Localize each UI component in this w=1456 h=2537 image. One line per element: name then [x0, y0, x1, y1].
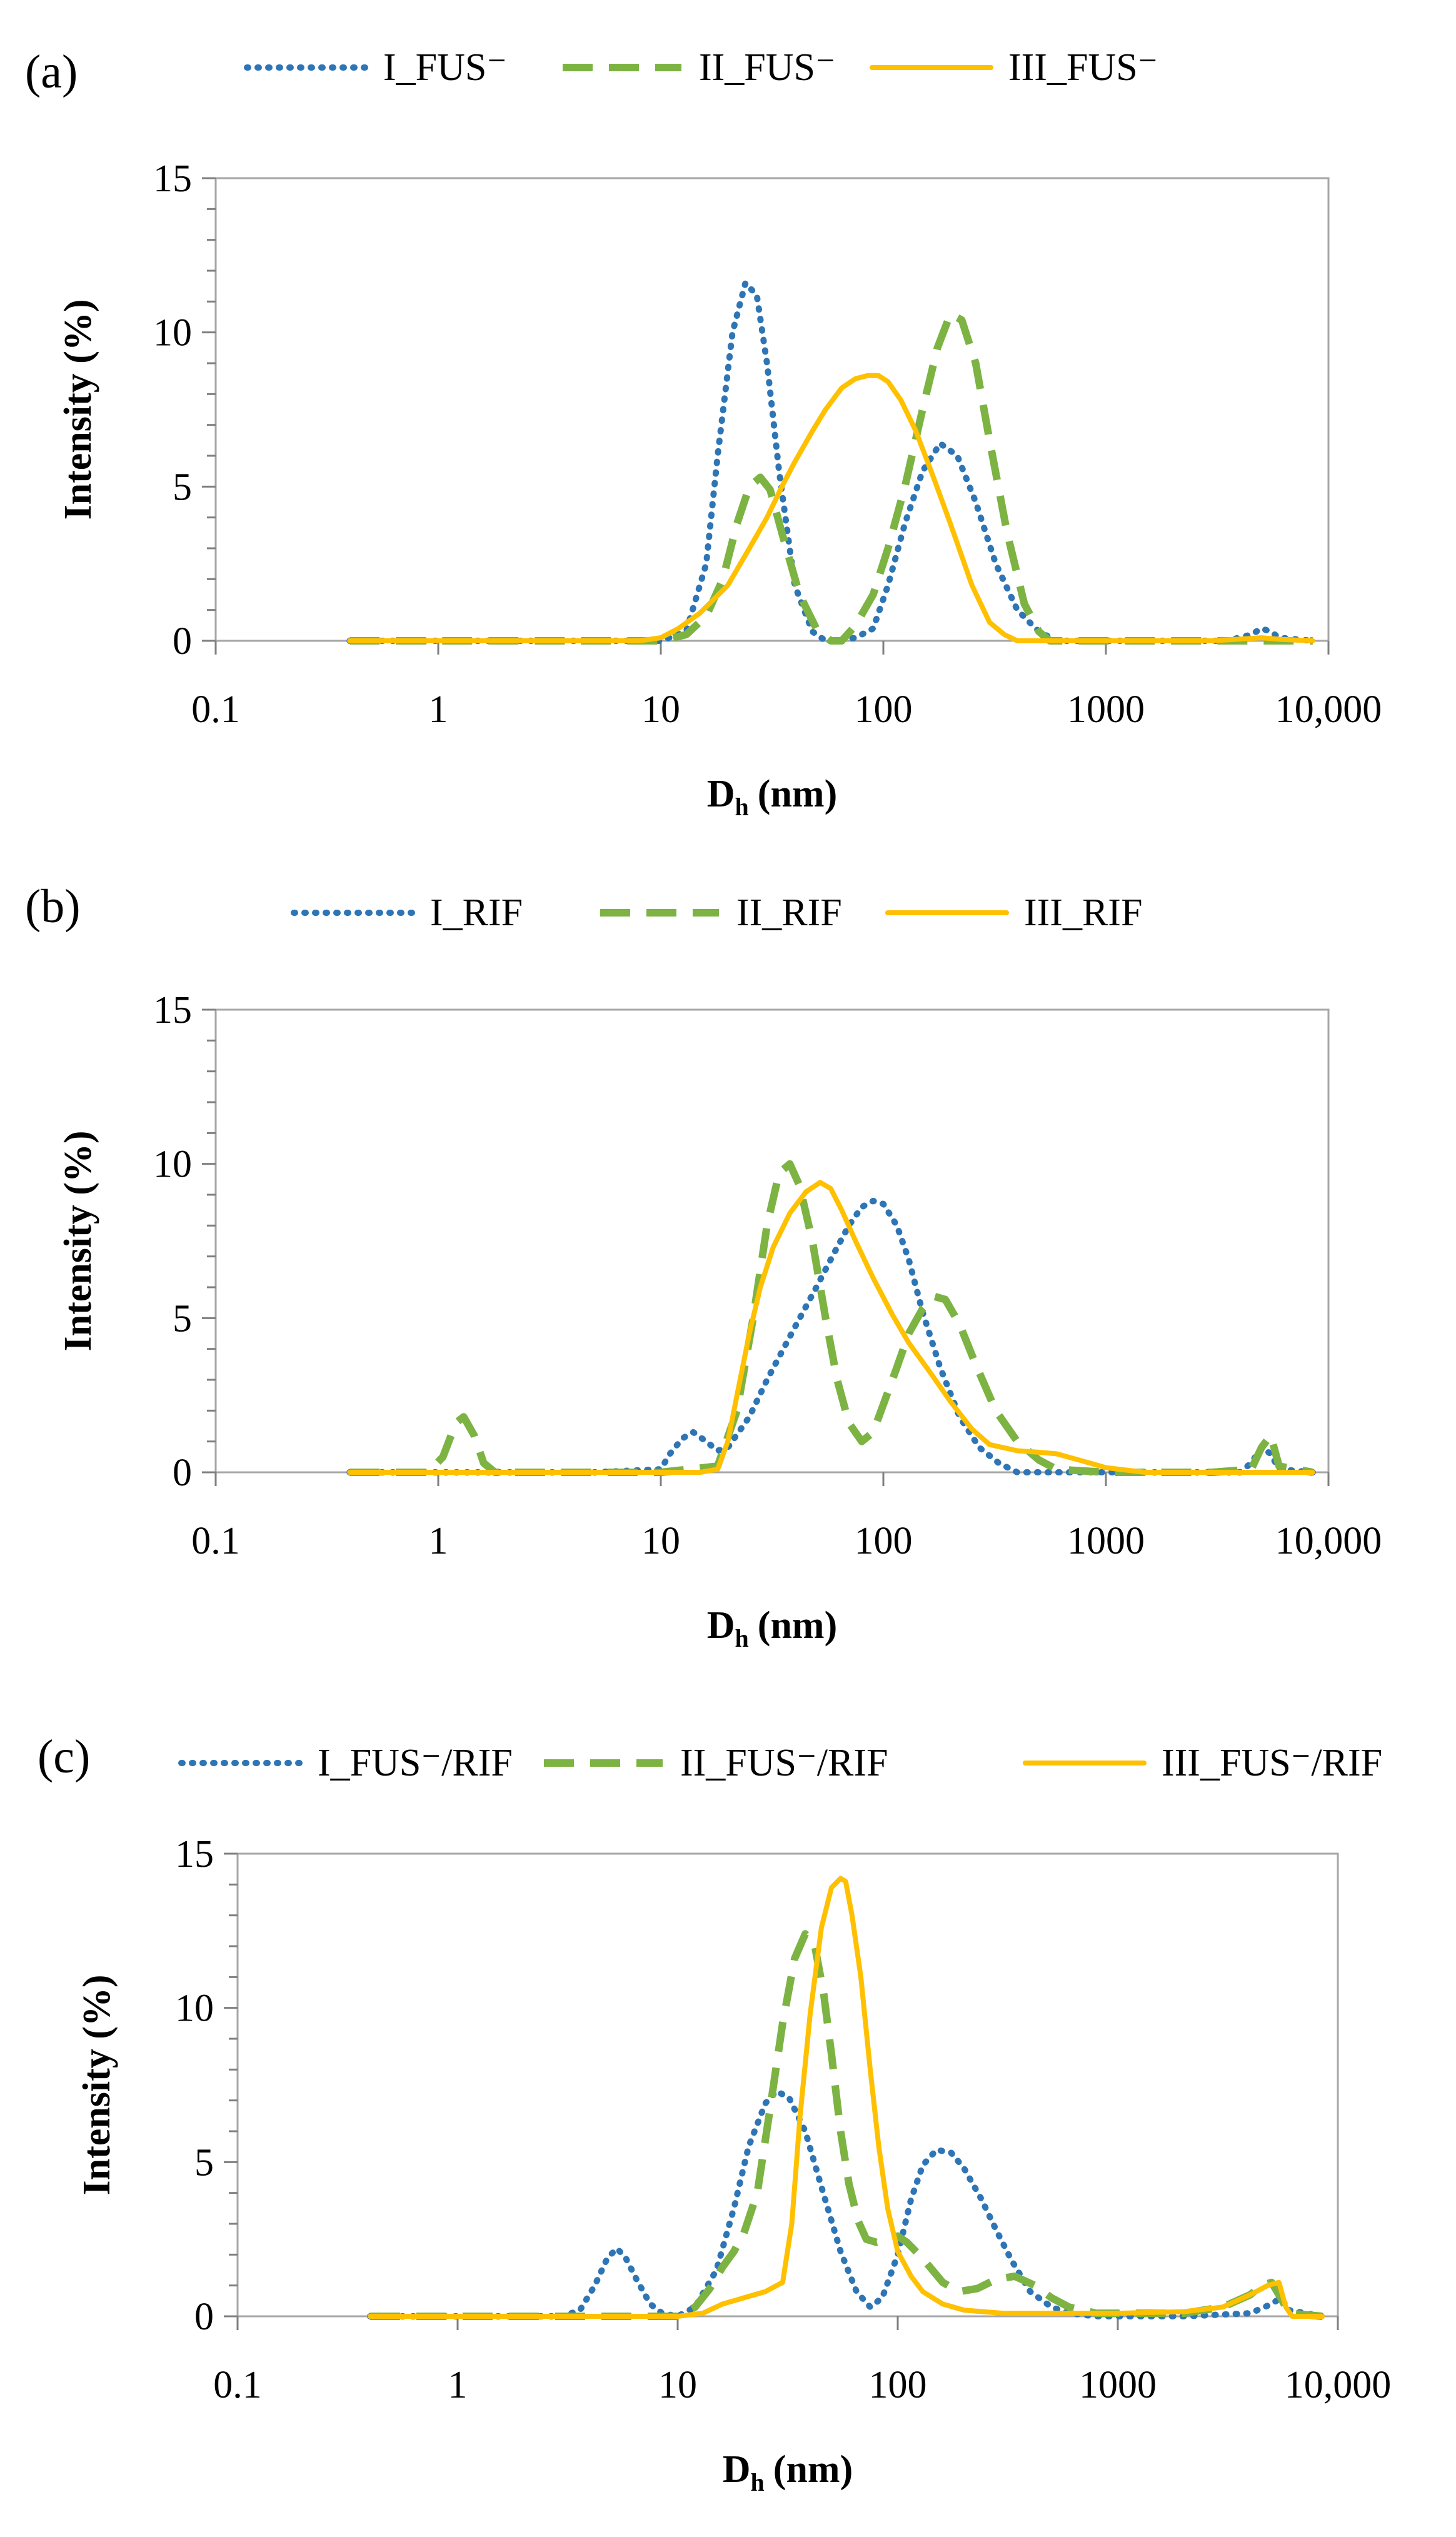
legend-label-II: II_FUS⁻/RIF: [680, 1742, 888, 1784]
plot-area-border: [236, 1852, 1339, 2318]
x-axis-title-main: D: [723, 2448, 751, 2491]
y-tick-label: 5: [194, 2141, 214, 2184]
y-tick-label: 5: [173, 466, 192, 508]
legend-label-III: III_RIF: [1024, 892, 1142, 934]
x-axis-title-main: D: [707, 773, 735, 815]
panel-label: (b): [25, 880, 81, 933]
y-tick-label: 15: [153, 989, 192, 1032]
x-tick-label: 1000: [1079, 2364, 1157, 2406]
x-axis-title-subscript: h: [735, 1624, 749, 1652]
legend-label-II: II_FUS⁻: [699, 46, 836, 89]
x-tick-label: 1000: [1067, 1520, 1145, 1562]
x-tick-label: 1: [429, 688, 448, 731]
x-axis-title-unit: (nm): [773, 2448, 853, 2491]
x-tick-label: 100: [855, 1520, 913, 1562]
x-axis-title-main: D: [707, 1604, 735, 1647]
series-line-III: [367, 1876, 1325, 2319]
y-axis-title: Intensity (%): [57, 299, 99, 520]
y-tick-label: 0: [173, 620, 192, 663]
y-tick-label: 0: [173, 1452, 192, 1494]
legend-label-I: I_FUS⁻: [383, 46, 507, 89]
series-line-III: [347, 1180, 1315, 1475]
legend-item-III: III_FUS⁻: [870, 46, 1158, 89]
x-tick-label: 10,000: [1285, 2364, 1392, 2406]
x-axis-title-unit: (nm): [758, 1604, 837, 1647]
x-tick-label: 10: [641, 688, 680, 731]
panel-label: (a): [25, 46, 78, 98]
legend-label-III: III_FUS⁻: [1008, 46, 1158, 89]
plot-area-border: [214, 177, 1330, 642]
series-line-II: [349, 1160, 1313, 1476]
x-axis-title-unit: (nm): [758, 773, 837, 815]
x-tick-label: 10,000: [1275, 1520, 1382, 1562]
legend-item-III: III_FUS⁻/RIF: [1023, 1742, 1382, 1784]
legend-item-II: II_FUS⁻: [563, 46, 836, 89]
x-tick-label: 1: [448, 2364, 468, 2406]
y-axis-title: Intensity (%): [57, 1130, 99, 1351]
x-axis-title-subscript: h: [735, 793, 749, 821]
legend-item-I: I_FUS⁻: [244, 46, 507, 89]
x-axis-title: Dh (nm): [707, 773, 837, 821]
y-tick-label: 0: [194, 2296, 214, 2338]
x-axis-title: Dh (nm): [723, 2448, 853, 2496]
chart-panel-a: (a) 0 5 10 15 0.1 1 10 100 1000 10,000 Dh (nm) Intens…: [25, 46, 1382, 821]
x-tick-label: 0.1: [213, 2364, 262, 2406]
series-line-I: [346, 279, 1316, 644]
x-tick-label: 100: [869, 2364, 927, 2406]
x-tick-label: 1: [429, 1520, 448, 1562]
legend-item-II: II_RIF: [600, 892, 842, 934]
series-line-III: [347, 373, 1315, 643]
legend-item-I: I_RIF: [291, 892, 523, 934]
chart-panel-b: (b) 0 5 10 15 0.1 1 10 100 1000 10,000 Dh (nm) Intens…: [25, 880, 1382, 1652]
legend-item-III: III_RIF: [885, 892, 1142, 934]
y-axis-title: Intensity (%): [76, 1974, 118, 2195]
legend-item-I: I_FUS⁻/RIF: [178, 1742, 513, 1784]
y-tick-label: 10: [153, 312, 192, 354]
x-tick-label: 100: [855, 688, 913, 731]
legend-label-II: II_RIF: [736, 892, 842, 934]
legend-label-I: I_RIF: [430, 892, 523, 934]
y-tick-label: 10: [153, 1143, 192, 1186]
legend-label-III: III_FUS⁻/RIF: [1162, 1742, 1382, 1784]
chart-panel-c: (c) 0 5 10 15 0.1 1 10 100 1000 10,000 Dh (nm) Intens…: [38, 1731, 1391, 2496]
x-tick-label: 10: [658, 2364, 697, 2406]
x-tick-label: 0.1: [191, 688, 240, 731]
legend-label-I: I_FUS⁻/RIF: [318, 1742, 513, 1784]
panel-label: (c): [38, 1731, 90, 1783]
x-axis-title: Dh (nm): [707, 1604, 837, 1652]
series-line-I: [366, 2087, 1326, 2319]
series-line-II: [349, 310, 1313, 645]
y-tick-label: 10: [175, 1987, 214, 2030]
x-tick-label: 10,000: [1275, 688, 1382, 731]
y-tick-label: 15: [175, 1833, 214, 1876]
x-axis-title-subscript: h: [751, 2468, 765, 2496]
y-tick-label: 15: [153, 158, 192, 200]
legend-item-II: II_FUS⁻/RIF: [544, 1742, 888, 1784]
x-tick-label: 1000: [1067, 688, 1145, 731]
y-tick-label: 5: [173, 1297, 192, 1340]
x-tick-label: 10: [641, 1520, 680, 1562]
plot-area-border: [214, 1008, 1330, 1474]
x-tick-label: 0.1: [191, 1520, 240, 1562]
